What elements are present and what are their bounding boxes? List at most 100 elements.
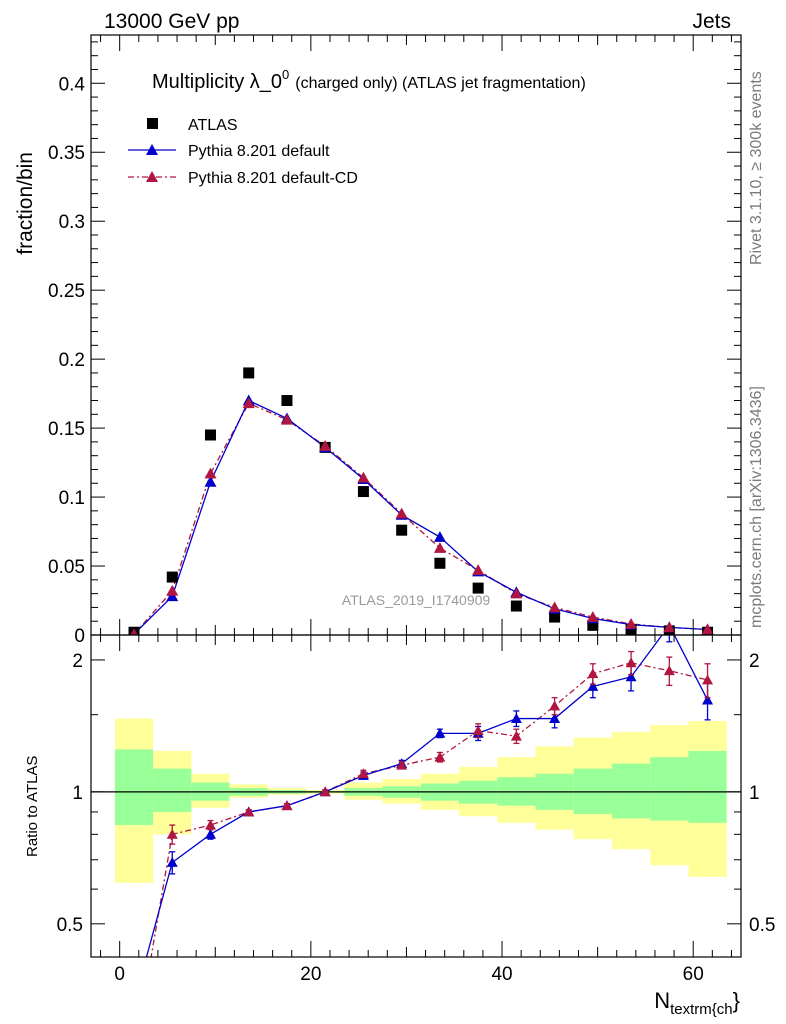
atlas-data-point	[510, 600, 522, 612]
cd-ratio-point	[281, 800, 293, 811]
default-ratio-point	[549, 713, 561, 723]
legend-atlas-label: ATLAS	[188, 117, 238, 134]
default-ratio-point	[510, 713, 522, 723]
y-tick-label: 0.2	[59, 350, 85, 371]
header-energy-label: 13000 GeV pp	[104, 10, 239, 33]
cd-data-point	[395, 507, 408, 519]
cd-data-point	[625, 617, 638, 629]
cd-data-point	[586, 611, 599, 622]
analysis-watermark: ATLAS_2019_I1740909	[342, 592, 491, 608]
x-axis-label: Ntextrm{ch}	[654, 988, 740, 1018]
default-ratio-point	[434, 727, 446, 738]
mcplots-source-label: mcplots.cern.ch [arXiv:1306.3436]	[748, 386, 765, 628]
atlas-data-point	[281, 395, 293, 407]
cd-ratio-point	[587, 668, 599, 679]
legend-cd-marker	[146, 171, 158, 182]
cd-data-point	[319, 440, 332, 451]
cd-series-line	[133, 402, 708, 635]
atlas-data-point	[357, 486, 369, 498]
cd-data-point	[472, 564, 485, 575]
y-tick-label: 0.4	[59, 74, 86, 95]
header-process-label: Jets	[692, 10, 731, 33]
cd-data-point	[510, 587, 523, 599]
cd-data-point	[357, 471, 370, 483]
legend-atlas-marker	[147, 118, 158, 129]
ratio-y-tick-label: 1	[72, 783, 83, 804]
x-axis-label-subscript: textrm{ch	[670, 1001, 733, 1018]
y-tick-label: 0.1	[59, 488, 85, 509]
cd-ratio-point	[702, 674, 714, 685]
main-plot-area	[128, 367, 714, 635]
ratio-y-tick-label-right: 0.5	[749, 915, 775, 936]
y-tick-label: 0.15	[48, 419, 85, 440]
default-ratio-point	[702, 694, 714, 705]
cd-ratio-point	[663, 665, 675, 676]
cd-ratio-point	[549, 700, 561, 711]
default-data-point	[433, 531, 446, 542]
plot-title-superscript: 0	[282, 67, 289, 82]
stat-uncertainty-band	[611, 763, 651, 819]
ratio-plot-axes: 0.5 0.51 12 20 20 40 60	[57, 635, 775, 985]
y-tick-label: 0.3	[59, 212, 85, 233]
main-plot-panel: 0 0.05 0.1 0.15 0.2 0.25 0.3 0.35 0.4 Multiplici…	[14, 34, 742, 647]
cd-data-point	[242, 397, 255, 409]
atlas-data-point	[243, 367, 255, 379]
stat-uncertainty-band	[114, 749, 154, 826]
atlas-data-point	[396, 524, 408, 536]
atlas-data-point	[587, 619, 599, 631]
cd-ratio-point	[204, 819, 216, 830]
x-tick-label: 0	[114, 964, 125, 985]
x-tick-label: 40	[491, 964, 512, 985]
plot-title-suffix: (charged only) (ATLAS jet fragmentation)	[295, 75, 586, 92]
default-ratio-line	[145, 635, 709, 957]
cd-ratio-point	[472, 725, 484, 735]
stat-uncertainty-band	[650, 757, 689, 821]
cd-data-point	[701, 623, 714, 635]
cd-data-point	[130, 628, 138, 635]
default-ratio-point	[129, 997, 140, 1007]
legend-default-label: Pythia 8.201 default	[188, 143, 330, 160]
stat-uncertainty-band	[688, 750, 727, 823]
cd-ratio-point	[166, 828, 178, 839]
y-tick-label: 0	[74, 626, 85, 647]
plot-title-main: Multiplicity λ_0	[152, 71, 282, 93]
ratio-y-tick-label: 2	[72, 651, 83, 672]
cd-ratio-point	[625, 657, 637, 668]
cd-ratio-point	[510, 730, 522, 741]
cd-data-point	[204, 467, 217, 479]
cd-ratio-point	[243, 806, 255, 817]
atlas-data-point	[166, 571, 178, 583]
default-ratio-point	[166, 857, 178, 867]
cd-data-point	[433, 542, 446, 553]
cd-data-point	[280, 413, 293, 425]
atlas-data-point	[625, 623, 637, 635]
default-series-line	[133, 399, 708, 635]
cd-ratio-point	[396, 759, 408, 770]
y-tick-label: 0.25	[48, 281, 85, 302]
main-plot-axes: 0 0.05 0.1 0.15 0.2 0.25 0.3 0.35 0.4	[48, 35, 741, 647]
cd-data-point	[166, 584, 179, 596]
atlas-data-point	[472, 582, 484, 594]
cd-ratio-point	[319, 786, 331, 797]
cd-data-point	[548, 601, 561, 613]
default-ratio-point	[587, 680, 599, 691]
ratio-plot-panel: 0.5 0.51 12 20 20 40 60 Ratio to ATLAS Ntextrm…	[24, 634, 775, 1018]
ratio-plot-area	[91, 635, 741, 1007]
ratio-plot-frame	[90, 634, 742, 958]
x-tick-label: 20	[300, 964, 321, 985]
atlas-data-point	[434, 557, 446, 569]
legend-cd-label: Pythia 8.201 default-CD	[188, 170, 358, 187]
default-data-point	[166, 590, 179, 602]
y-axis-label: fraction/bin	[14, 152, 37, 255]
y-tick-label: 0.05	[48, 557, 85, 578]
ratio-y-tick-label: 0.5	[57, 915, 83, 936]
y-tick-label: 0.35	[48, 143, 85, 164]
ratio-y-tick-label-right: 1	[749, 783, 760, 804]
cd-ratio-line	[150, 662, 708, 957]
legend-default-marker	[146, 144, 158, 155]
legend: ATLAS Pythia 8.201 default Pythia 8.201 …	[128, 117, 358, 187]
x-tick-label: 60	[683, 964, 704, 985]
ratio-y-tick-label-right: 2	[749, 651, 760, 672]
default-data-point	[204, 475, 217, 487]
